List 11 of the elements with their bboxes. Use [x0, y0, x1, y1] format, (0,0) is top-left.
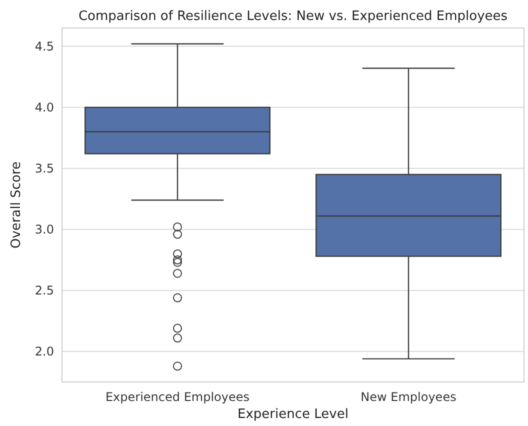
chart-title: Comparison of Resilience Levels: New vs. Experienced Employees [78, 9, 508, 24]
x-tick-label: New Employees [360, 390, 456, 404]
y-tick-label: 3.5 [34, 162, 54, 176]
y-tick-label: 3.0 [34, 222, 54, 237]
y-tick-label: 4.5 [34, 40, 54, 54]
x-axis-title: Experience Level [238, 407, 348, 422]
y-axis-title: Overall Score [9, 161, 24, 249]
y-tick-label: 2.0 [34, 344, 54, 359]
y-tick-label: 2.5 [34, 284, 54, 298]
x-tick-label: Experienced Employees [105, 390, 250, 404]
y-tick-label: 4.0 [34, 100, 54, 115]
